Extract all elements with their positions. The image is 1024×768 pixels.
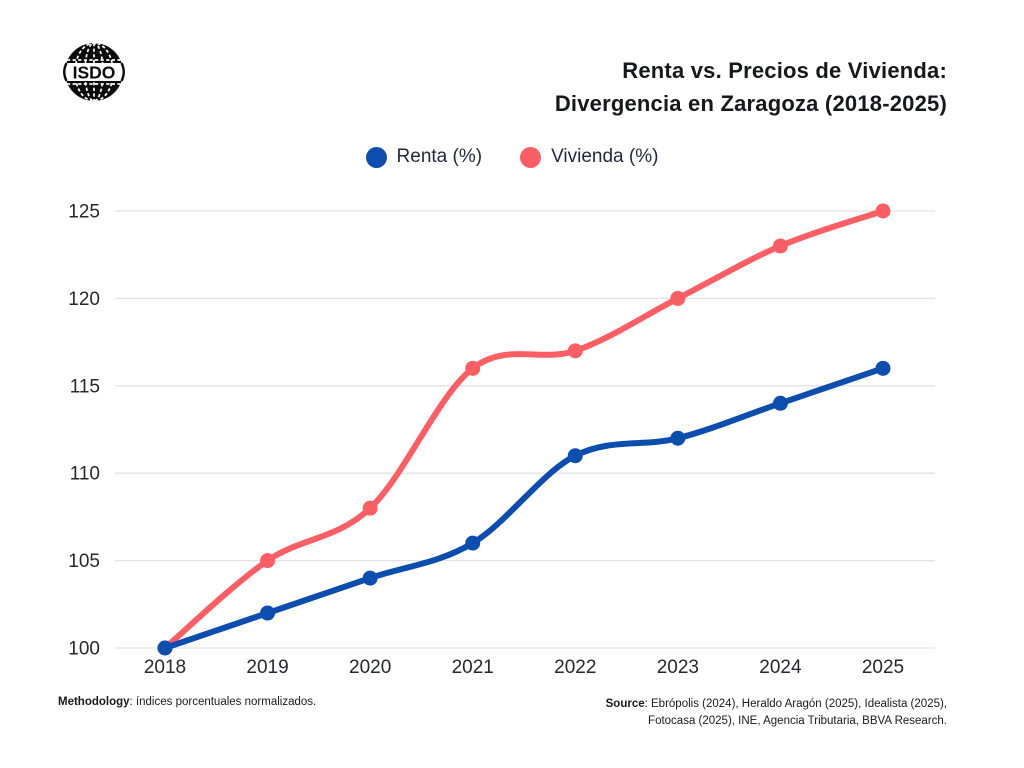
isdo-logo: ISDO [60, 40, 128, 104]
svg-text:2023: 2023 [657, 657, 699, 678]
svg-text:2021: 2021 [452, 657, 494, 678]
legend-label-renta: Renta (%) [396, 146, 483, 167]
svg-text:2025: 2025 [862, 657, 904, 678]
logo-text: ISDO [73, 63, 116, 83]
svg-text:2018: 2018 [144, 657, 186, 678]
methodology-text: : índices porcentuales normalizados. [129, 696, 317, 708]
globe-icon: ISDO [60, 43, 128, 101]
svg-text:2020: 2020 [349, 657, 391, 678]
chart-legend: Renta (%) Vivienda (%) [0, 146, 1024, 168]
svg-text:2024: 2024 [759, 657, 802, 678]
source-note: Source: Ebrópolis (2024), Heraldo Aragón… [606, 696, 947, 730]
svg-text:2022: 2022 [554, 657, 596, 678]
title-line2: Divergencia en Zaragoza (2018-2025) [554, 91, 947, 116]
source-line2: Fotocasa (2025), INE, Agencia Tributaria… [648, 715, 947, 727]
methodology-label: Methodology [58, 696, 130, 708]
page-title: Renta vs. Precios de Vivienda: Divergenc… [555, 54, 947, 120]
svg-text:2019: 2019 [246, 657, 288, 678]
legend-label-vivienda: Vivienda (%) [551, 146, 659, 167]
legend-item-renta: Renta (%) [365, 146, 483, 168]
svg-text:110: 110 [70, 464, 100, 485]
line-chart-container: 100 105 110 115 120 125 2018 2019 2020 2021 2022 20… [55, 185, 955, 695]
svg-text:100: 100 [68, 639, 100, 660]
line-chart: 100 105 110 115 120 125 2018 2019 2020 2021 2022 20… [68, 202, 935, 678]
svg-text:125: 125 [68, 202, 100, 223]
legend-dot-vivienda [520, 146, 542, 168]
legend-dot-renta [365, 146, 387, 168]
source-label: Source [605, 698, 645, 710]
methodology-note: Methodology: índices porcentuales normal… [58, 696, 316, 708]
svg-text:120: 120 [68, 289, 100, 310]
svg-text:105: 105 [68, 551, 100, 572]
title-line1: Renta vs. Precios de Vivienda: [622, 58, 947, 83]
source-line1: Source: Ebrópolis (2024), Heraldo Aragón… [605, 698, 947, 710]
svg-text:115: 115 [70, 376, 100, 397]
legend-item-vivienda: Vivienda (%) [520, 146, 658, 168]
